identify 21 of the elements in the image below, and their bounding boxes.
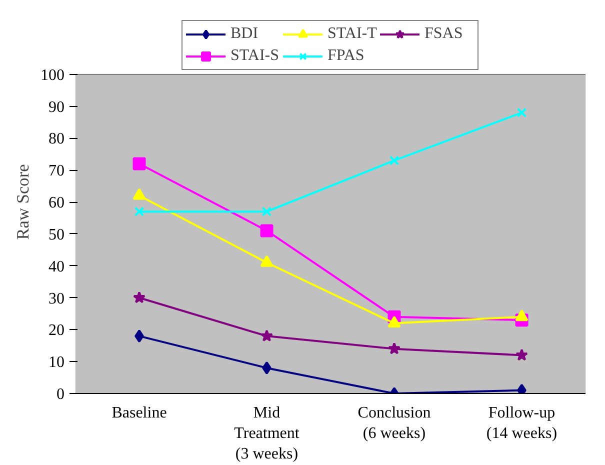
y-tick-label: 0 [56, 386, 64, 403]
legend-label: STAI-S [230, 47, 280, 65]
legend-label: FPAS [328, 47, 366, 65]
y-axis-title: Raw Score [14, 164, 32, 240]
y-tick-label: 50 [48, 226, 64, 244]
legend-label: FSAS [424, 25, 464, 43]
x-tick-label: Conclusion (6 weeks) [358, 404, 431, 442]
x-tick-label: Follow-up (14 weeks) [486, 404, 558, 442]
x-tick-label: Baseline [112, 404, 167, 422]
y-tick-label: 40 [48, 258, 64, 276]
y-tick-label: 30 [48, 290, 64, 308]
y-tick-label: 60 [48, 194, 64, 212]
y-tick-label: 10 [48, 354, 64, 372]
y-tick-label: 100 [40, 66, 64, 84]
legend-label: BDI [230, 25, 260, 43]
legend-label: STAI-T [328, 25, 378, 43]
y-tick-label: 80 [48, 130, 64, 148]
y-tick-label: 90 [48, 98, 64, 116]
y-tick-label: 70 [48, 162, 64, 180]
x-tick-label: Mid Treatment (3 weeks) [234, 404, 300, 462]
y-tick-label: 20 [48, 322, 64, 340]
